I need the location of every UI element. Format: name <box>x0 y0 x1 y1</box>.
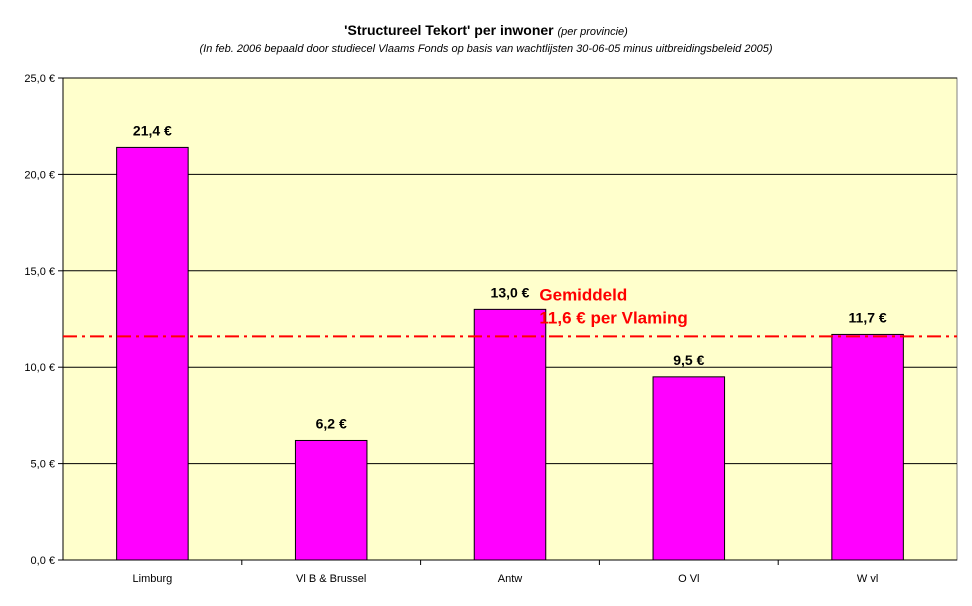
x-tick-label: Vl B & Brussel <box>296 573 366 585</box>
x-tick-label: Limburg <box>133 573 173 585</box>
y-tick-label: 0,0 € <box>31 555 55 567</box>
y-tick-label: 15,0 € <box>24 266 55 278</box>
bar <box>294 439 368 561</box>
average-label-line1: Gemiddeld <box>539 285 627 304</box>
data-label: 9,5 € <box>673 352 704 368</box>
data-label: 6,2 € <box>316 415 347 431</box>
bar <box>473 308 547 561</box>
chart-title-main: 'Structureel Tekort' per inwoner <box>344 22 554 38</box>
bar <box>831 333 904 561</box>
x-tick-label: Antw <box>498 573 523 585</box>
data-label: 13,0 € <box>491 284 530 300</box>
y-tick-label: 5,0 € <box>31 459 55 471</box>
y-tick-label: 25,0 € <box>24 73 55 85</box>
data-label: 11,7 € <box>849 309 887 325</box>
chart-title: 'Structureel Tekort' per inwoner (per pr… <box>0 22 972 38</box>
y-tick-label: 20,0 € <box>24 169 55 181</box>
chart-subtitle: (In feb. 2006 bepaald door studiecel Vla… <box>199 43 773 55</box>
bar <box>652 376 726 561</box>
chart-title-block: 'Structureel Tekort' per inwoner (per pr… <box>0 22 972 55</box>
x-tick-label: W vl <box>857 573 878 585</box>
x-tick-label: O Vl <box>678 573 699 585</box>
average-label-line2: 11,6 € per Vlaming <box>539 308 687 327</box>
chart-title-suffix: (per provincie) <box>557 26 628 38</box>
bar <box>116 146 189 561</box>
y-tick-label: 10,0 € <box>24 362 55 374</box>
data-label: 21,4 € <box>133 122 172 138</box>
